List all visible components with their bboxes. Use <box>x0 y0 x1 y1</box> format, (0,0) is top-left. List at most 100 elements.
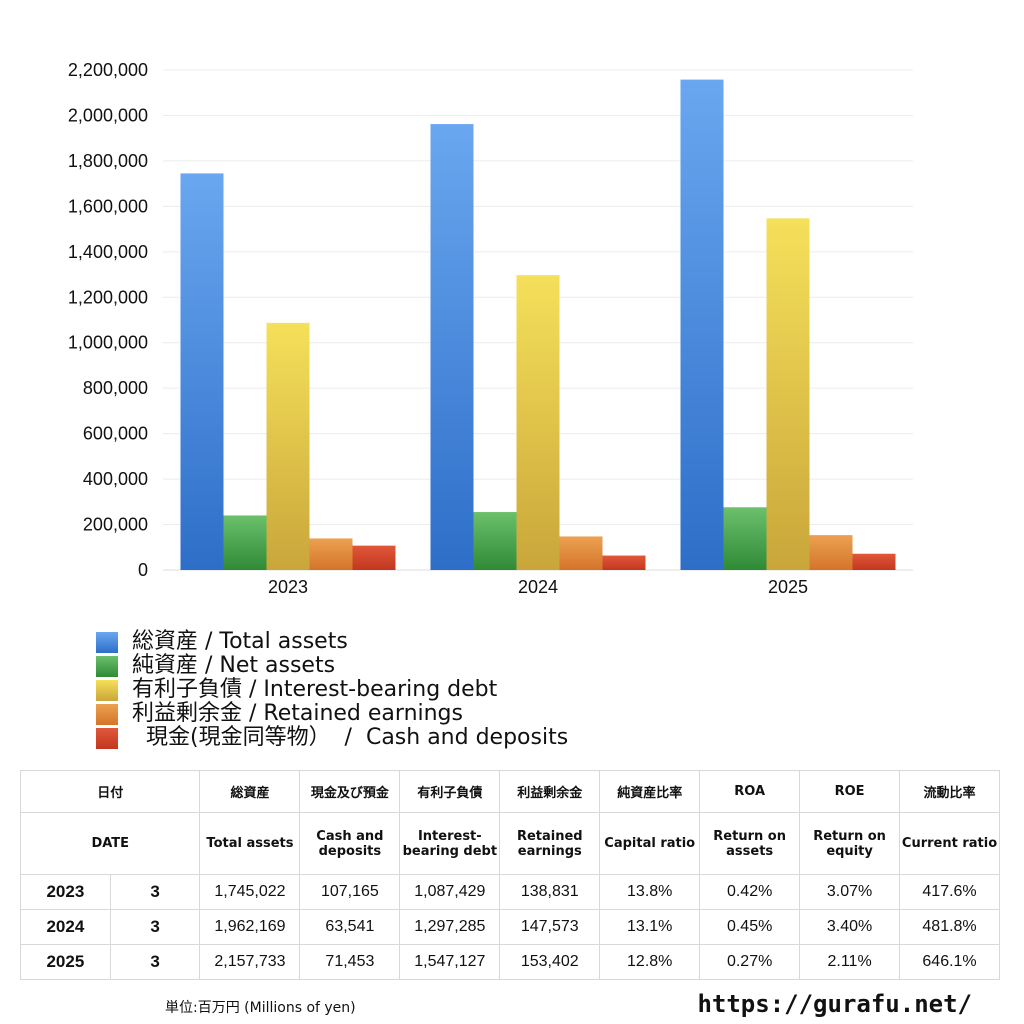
table-cell: 1,297,285 <box>399 909 501 945</box>
table-cell: 2.11% <box>799 944 901 980</box>
header-cell: Return on assets <box>699 812 801 875</box>
bar <box>223 515 267 570</box>
legend-label: 有利子負債 / Interest-bearing debt <box>132 677 498 702</box>
table-cell: 1,745,022 <box>199 874 301 910</box>
table-row: 2023 3 1,745,022 107,165 1,087,429 138,8… <box>20 874 1000 910</box>
table-cell: 13.8% <box>599 874 701 910</box>
table-cell: 0.42% <box>699 874 801 910</box>
bar <box>309 538 353 570</box>
header-cell: 総資産 <box>199 770 301 813</box>
header-cell: 流動比率 <box>899 770 1000 813</box>
header-cell: Total assets <box>199 812 301 875</box>
legend-item-interest-bearing-debt: 有利子負債 / Interest-bearing debt <box>96 678 568 702</box>
chart-legend: 総資産 / Total assets 純資産 / Net assets 有利子負… <box>96 630 568 750</box>
source-url: https://gurafu.net/ <box>697 990 972 1018</box>
table-cell: 2,157,733 <box>199 944 301 980</box>
table-cell: 2024 <box>20 909 111 945</box>
table-cell: 1,087,429 <box>399 874 501 910</box>
table-cell: 0.27% <box>699 944 801 980</box>
y-tick-label: 1,200,000 <box>68 287 148 307</box>
legend-label: 利益剰余金 / Retained earnings <box>132 701 463 726</box>
table-cell: 12.8% <box>599 944 701 980</box>
header-cell: 現金及び預金 <box>299 770 401 813</box>
y-tick-label: 1,000,000 <box>68 333 148 353</box>
legend-swatch <box>96 727 118 749</box>
table-cell: 1,547,127 <box>399 944 501 980</box>
bar <box>723 507 767 570</box>
table-cell: 481.8% <box>899 909 1000 945</box>
legend-label: 純資産 / Net assets <box>132 653 336 678</box>
bar <box>516 275 560 570</box>
bar <box>766 218 810 570</box>
table-cell: 3 <box>109 909 201 945</box>
header-cell: 純資産比率 <box>599 770 701 813</box>
legend-item-retained-earnings: 利益剰余金 / Retained earnings <box>96 702 568 726</box>
y-tick-label: 400,000 <box>83 469 148 489</box>
table-cell: 646.1% <box>899 944 1000 980</box>
table-cell: 2025 <box>20 944 111 980</box>
table-row: 2025 3 2,157,733 71,453 1,547,127 153,40… <box>20 944 1000 980</box>
table-cell: 13.1% <box>599 909 701 945</box>
legend-item-total-assets: 総資産 / Total assets <box>96 630 568 654</box>
y-tick-label: 1,600,000 <box>68 196 148 216</box>
bar <box>473 512 517 570</box>
legend-swatch <box>96 703 118 725</box>
y-tick-label: 800,000 <box>83 378 148 398</box>
bar <box>680 79 724 570</box>
table-cell: 2023 <box>20 874 111 910</box>
table-cell: 147,573 <box>499 909 601 945</box>
table-header-en: DATE Total assets Cash and deposits Inte… <box>19 812 1000 875</box>
bar-chart: 0 200,000 400,000 600,000 800,000 1,000,000 1,… <box>68 60 913 597</box>
header-cell: Cash and deposits <box>299 812 401 875</box>
y-tick-label: 200,000 <box>83 515 148 535</box>
legend-item-cash-and-deposits: 現金(現金同等物） / Cash and deposits <box>96 726 568 750</box>
legend-item-net-assets: 純資産 / Net assets <box>96 654 568 678</box>
legend-swatch <box>96 679 118 701</box>
table-cell: 417.6% <box>899 874 1000 910</box>
y-tick-label: 600,000 <box>83 424 148 444</box>
header-cell: 利益剰余金 <box>499 770 601 813</box>
bar <box>602 555 646 570</box>
header-cell: Retained earnings <box>499 812 601 875</box>
unit-note: 単位:百万円 (Millions of yen) <box>165 1000 356 1016</box>
header-cell: 有利子負債 <box>399 770 501 813</box>
header-cell: Interest-bearing debt <box>399 812 501 875</box>
table-cell: 153,402 <box>499 944 601 980</box>
header-cell: Capital ratio <box>599 812 701 875</box>
table-cell: 3 <box>109 874 201 910</box>
header-cell: 日付 <box>19 770 201 813</box>
table-cell: 138,831 <box>499 874 601 910</box>
table-cell: 1,962,169 <box>199 909 301 945</box>
table-cell: 63,541 <box>299 909 401 945</box>
header-cell: Current ratio <box>899 812 1000 875</box>
bar <box>809 535 853 570</box>
y-tick-label: 1,400,000 <box>68 242 148 262</box>
header-cell: ROE <box>799 770 901 813</box>
header-cell: Return on equity <box>799 812 901 875</box>
bar <box>430 124 474 571</box>
table-cell: 71,453 <box>299 944 401 980</box>
bar <box>559 536 603 570</box>
header-cell: ROA <box>699 770 801 813</box>
table-header-jp: 日付 総資産 現金及び預金 有利子負債 利益剰余金 純資産比率 ROA ROE … <box>19 770 1000 813</box>
y-tick-label: 1,800,000 <box>68 151 148 171</box>
bar <box>352 545 396 570</box>
x-tick-label: 2024 <box>518 577 558 597</box>
table-cell: 0.45% <box>699 909 801 945</box>
header-cell: DATE <box>19 812 201 875</box>
table-cell: 107,165 <box>299 874 401 910</box>
bar <box>852 553 896 570</box>
x-tick-label: 2023 <box>268 577 308 597</box>
financial-table: 日付 総資産 現金及び預金 有利子負債 利益剰余金 純資産比率 ROA ROE … <box>19 770 1000 980</box>
legend-label: 総資産 / Total assets <box>132 629 348 654</box>
bar <box>180 173 224 570</box>
table-cell: 3.07% <box>799 874 901 910</box>
table-cell: 3 <box>109 944 201 980</box>
table-row: 2024 3 1,962,169 63,541 1,297,285 147,57… <box>20 909 1000 945</box>
legend-swatch <box>96 655 118 677</box>
legend-label: 現金(現金同等物） / Cash and deposits <box>132 725 569 750</box>
y-tick-label: 0 <box>138 560 148 580</box>
y-tick-label: 2,200,000 <box>68 60 148 80</box>
table-cell: 3.40% <box>799 909 901 945</box>
bar <box>266 322 310 570</box>
